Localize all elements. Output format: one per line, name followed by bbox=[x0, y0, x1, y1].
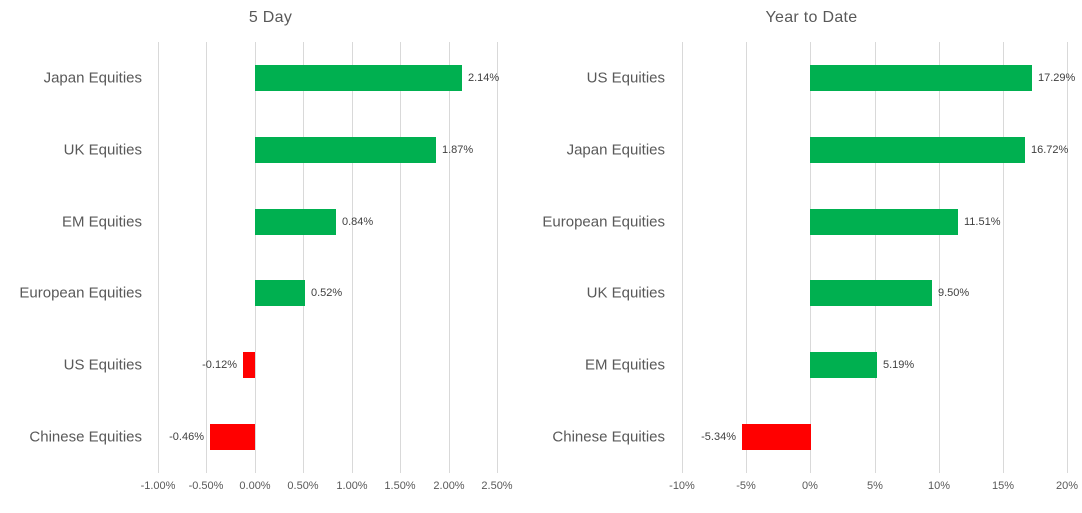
bar bbox=[810, 137, 1025, 163]
axis-tick-label: 10% bbox=[927, 480, 951, 492]
bar bbox=[210, 424, 255, 450]
gridline bbox=[399, 42, 401, 473]
gridline bbox=[351, 42, 353, 473]
gridline bbox=[448, 42, 450, 473]
category-label: European Equities bbox=[19, 284, 142, 302]
gridline bbox=[254, 42, 256, 473]
five-day-chart: 5 Day -1.00% -0.50% 0.00% 0.50% 1.00% 1.50% 2.… bbox=[19, 9, 513, 492]
axis-tick-label: 2.50% bbox=[481, 480, 513, 492]
data-label: 11.51% bbox=[964, 216, 1001, 228]
plot-area: -10% -5% 0% 5% 10% 15% 20% US Equities 17.29% Jap… bbox=[541, 0, 1082, 513]
plot-area: -1.00% -0.50% 0.00% 0.50% 1.00% 1.50% 2.00% 2.5… bbox=[19, 42, 513, 492]
category-label: US Equities bbox=[63, 356, 142, 374]
axis-tick-label: -0.50% bbox=[188, 480, 224, 492]
gridline bbox=[809, 42, 811, 473]
bar bbox=[810, 65, 1032, 91]
category-label: UK Equities bbox=[63, 141, 142, 159]
chart-title: Year to Date bbox=[765, 9, 858, 26]
bar bbox=[810, 352, 877, 378]
data-label: -0.46% bbox=[169, 431, 204, 443]
data-label: 0.52% bbox=[311, 287, 343, 299]
category-label: Japan Equities bbox=[43, 69, 142, 87]
gridline bbox=[874, 42, 876, 473]
axis-tick-label: -10% bbox=[669, 480, 695, 492]
gridline bbox=[745, 42, 747, 473]
bar bbox=[255, 137, 436, 163]
category-label: Chinese Equities bbox=[29, 428, 142, 446]
bar bbox=[810, 209, 958, 235]
axis-tick-label: -5% bbox=[736, 480, 756, 492]
bar bbox=[255, 209, 336, 235]
category-label: EM Equities bbox=[584, 356, 665, 374]
year-to-date-chart: Year to Date -10% -5% 0% 5% 10% 15% 20% US Equi… bbox=[541, 0, 1082, 513]
gridline bbox=[938, 42, 940, 473]
data-label: 16.72% bbox=[1031, 144, 1069, 156]
gridline bbox=[496, 42, 498, 473]
axis-tick-label: 1.50% bbox=[384, 480, 416, 492]
bar bbox=[255, 65, 462, 91]
data-label: -5.34% bbox=[701, 431, 736, 443]
gridline bbox=[1066, 42, 1068, 473]
bar bbox=[243, 352, 255, 378]
gridline bbox=[157, 42, 159, 473]
gridline bbox=[1002, 42, 1004, 473]
gridline bbox=[302, 42, 304, 473]
chart-title: 5 Day bbox=[248, 9, 293, 26]
axis-tick-label: 20% bbox=[1055, 480, 1079, 492]
bar bbox=[742, 424, 811, 450]
axis-tick-label: 15% bbox=[991, 480, 1015, 492]
axis-tick-label: 0.50% bbox=[287, 480, 319, 492]
data-label: 9.50% bbox=[938, 287, 970, 299]
gridline bbox=[205, 42, 207, 473]
bar bbox=[255, 280, 305, 306]
category-label: Japan Equities bbox=[566, 141, 665, 159]
category-label: European Equities bbox=[542, 213, 665, 231]
category-label: US Equities bbox=[586, 69, 665, 87]
category-label: UK Equities bbox=[586, 284, 665, 302]
data-label: 0.84% bbox=[342, 216, 374, 228]
data-label: 1.87% bbox=[442, 144, 474, 156]
axis-tick-label: 5% bbox=[867, 480, 883, 492]
data-label: 5.19% bbox=[883, 359, 915, 371]
gridline bbox=[681, 42, 683, 473]
data-label: 17.29% bbox=[1038, 72, 1076, 84]
data-label: 2.14% bbox=[468, 72, 500, 84]
axis-tick-label: 1.00% bbox=[336, 480, 368, 492]
category-label: Chinese Equities bbox=[552, 428, 665, 446]
bar bbox=[810, 280, 932, 306]
data-label: -0.12% bbox=[202, 359, 237, 371]
axis-tick-label: 2.00% bbox=[433, 480, 465, 492]
category-label: EM Equities bbox=[61, 213, 142, 231]
axis-tick-label: 0.00% bbox=[239, 480, 271, 492]
axis-tick-label: -1.00% bbox=[140, 480, 176, 492]
axis-tick-label: 0% bbox=[802, 480, 818, 492]
